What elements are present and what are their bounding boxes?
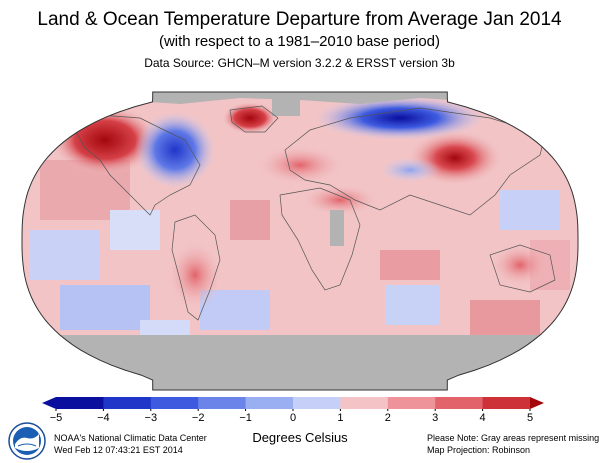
warm-australia [490,243,550,287]
colorbar-extend-high [530,397,544,409]
cold-eastern-north-america [135,112,215,188]
warm-middle-east [300,184,380,216]
colorbar-tick-label: −4 [97,412,110,424]
colorbar-title: Degrees Celsius [252,430,348,445]
colorbar-tick-label: −1 [239,412,252,424]
colorbar-segment [482,397,531,409]
colorbar-segment [56,397,104,409]
warm-greenland [222,102,278,134]
missing-antarctic [30,335,570,390]
chart-title: Land & Ocean Temperature Departure from … [37,9,562,30]
colorbar-segment [150,397,199,409]
footer-note: Please Note: Gray areas represent missin… [427,433,599,443]
africa-outline [279,187,361,291]
colorbar-tick-label: −2 [192,412,205,424]
australia-outline [489,244,556,293]
anomaly-patch [385,285,440,325]
eurasia-outline [284,107,546,216]
colorbar-segment [245,397,294,409]
missing-greenland-east [272,98,300,116]
data-source: Data Source: GHCN–M version 3.2.2 & ERSS… [144,56,455,70]
colorbar-segment [340,397,389,409]
colorbar-tick-label: 0 [290,412,296,424]
anomaly-patch [60,285,150,330]
colorbar-segment [293,397,341,409]
cold-arctic-eurasia [315,96,485,140]
map-field [22,92,578,390]
footer-org: NOAA's National Climatic Data Center [54,433,207,443]
colorbar-ticks: −5 −4 −3 −2 −1 0 1 2 3 4 5 [50,409,533,424]
colorbar-tick-label: −5 [50,412,63,424]
chart-subtitle: (with respect to a 1981–2010 base period… [158,33,440,50]
colorbar-tick-label: 5 [527,412,533,424]
anomaly-patch [500,190,560,230]
map-border [21,91,579,391]
greenland-outline [229,105,279,133]
north-america-outline [74,114,201,216]
colorbar-segment [387,397,436,409]
colorbar-tick-label: 2 [385,412,391,424]
colorbar-tick-label: −3 [145,412,158,424]
continent-outlines [74,105,556,321]
colorbar-tick-label: 1 [337,412,343,424]
colorbar-tick-label: 3 [432,412,438,424]
colorbar-extend-low [42,397,56,409]
missing-africa [330,210,344,246]
south-america-outline [171,214,221,321]
colorbar-segments [42,397,544,409]
anomaly-patch [230,200,270,240]
footer-projection: Map Projection: Robinson [427,445,531,455]
anomaly-patch [470,300,540,340]
cool-central-asia [380,158,440,182]
anomaly-patch [30,230,100,280]
noaa-logo-icon [8,422,46,460]
warm-europe [255,145,345,185]
colorbar-segment [435,397,484,409]
anomaly-patch [110,210,160,250]
colorbar-tick-label: 4 [480,412,486,424]
footer-timestamp: Wed Feb 12 07:43:21 EST 2014 [54,445,183,455]
anomaly-patch [380,250,440,280]
colorbar-segment [198,397,247,409]
colorbar-segment [103,397,152,409]
